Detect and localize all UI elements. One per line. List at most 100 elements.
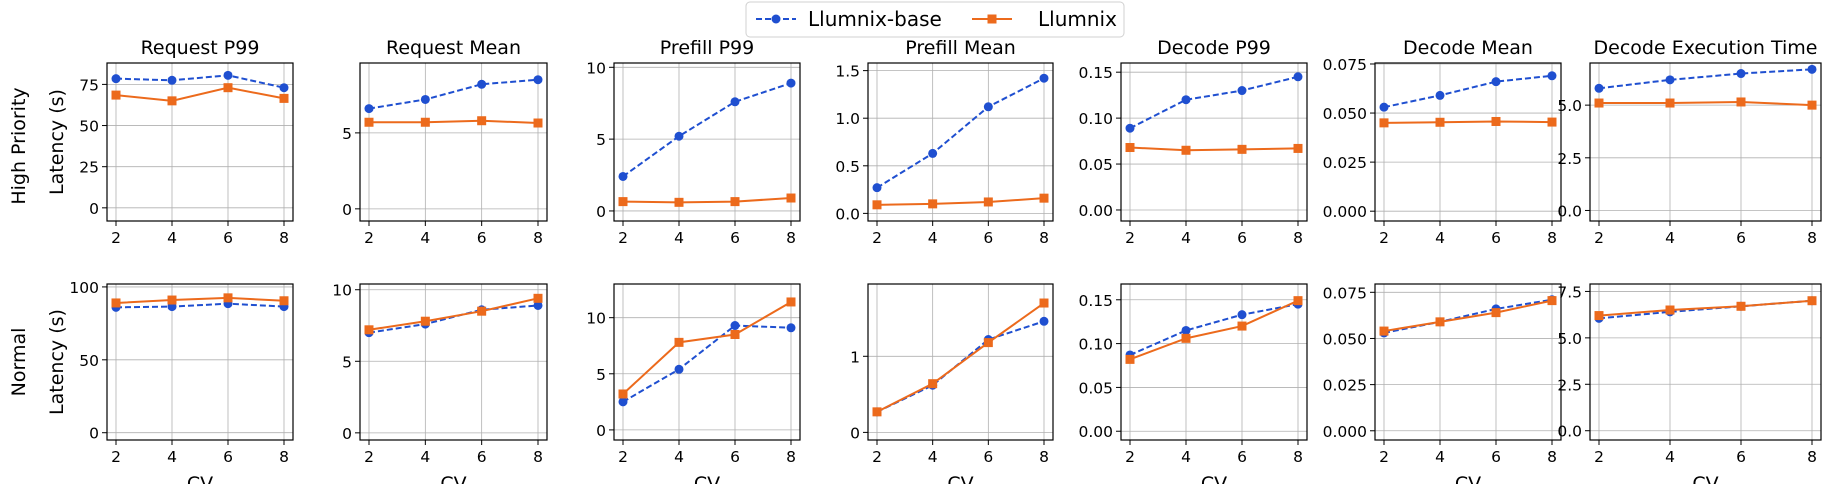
panel-r0c0: 0 25 50 75 2 4 6 8 Request P99 Latency (s) bbox=[46, 37, 294, 247]
x-tick-label: 6 bbox=[983, 448, 993, 466]
x-tick-label: 6 bbox=[1736, 229, 1746, 247]
panel-title: Decode Execution Time bbox=[1594, 37, 1818, 59]
data-point-llumnix bbox=[1379, 326, 1389, 336]
x-axis-label: CV bbox=[1692, 473, 1718, 484]
y-tick-label: 2.5 bbox=[1557, 150, 1582, 168]
y-tick-label: 0.15 bbox=[1078, 64, 1113, 82]
data-point-llumnix bbox=[1736, 97, 1746, 107]
data-point-llumnix bbox=[1293, 143, 1303, 153]
y-tick-label: 0.00 bbox=[1078, 423, 1113, 441]
data-point-llumnix-base bbox=[111, 74, 121, 84]
x-tick-label: 8 bbox=[1039, 448, 1049, 466]
data-point-llumnix-base bbox=[730, 97, 740, 107]
series-line-llumnix bbox=[876, 302, 1045, 413]
y-tick-label: 5 bbox=[596, 366, 606, 384]
x-tick-label: 6 bbox=[730, 229, 740, 247]
plot-frame bbox=[106, 62, 294, 222]
y-tick-label: 0.0 bbox=[835, 205, 860, 223]
data-point-llumnix bbox=[1807, 296, 1817, 306]
x-tick-label: 2 bbox=[872, 229, 882, 247]
legend-label-llumnix: Llumnix bbox=[1038, 7, 1117, 31]
y-tick-label: 5.0 bbox=[1557, 97, 1582, 115]
x-tick-label: 4 bbox=[1665, 448, 1675, 466]
x-tick-label: 4 bbox=[1665, 229, 1675, 247]
x-axis-label: CV bbox=[440, 473, 466, 484]
series-line-llumnix-base bbox=[115, 74, 285, 89]
panel-r1c5: 0.000 0.025 0.050 0.075 2 4 6 8 CV bbox=[1323, 283, 1562, 488]
x-tick-label: 4 bbox=[1181, 229, 1191, 247]
data-point-llumnix bbox=[1665, 98, 1675, 108]
y-tick-label: 5 bbox=[342, 353, 352, 371]
data-point-llumnix-base bbox=[674, 364, 684, 374]
y-tick-label: 0.10 bbox=[1078, 110, 1113, 128]
data-point-llumnix-base bbox=[167, 75, 177, 85]
data-point-llumnix bbox=[111, 90, 121, 100]
data-point-llumnix-base bbox=[364, 104, 374, 114]
x-axis-label: CV bbox=[947, 473, 973, 484]
data-point-llumnix bbox=[730, 330, 740, 340]
panel-title: Request Mean bbox=[386, 37, 521, 59]
series-line-llumnix bbox=[1383, 299, 1553, 333]
x-tick-label: 2 bbox=[1594, 448, 1604, 466]
x-tick-label: 4 bbox=[420, 448, 430, 466]
x-tick-label: 4 bbox=[1435, 448, 1445, 466]
series-line-llumnix bbox=[115, 86, 285, 102]
y-tick-label: 50 bbox=[79, 352, 99, 370]
legend-marker-llumnix bbox=[987, 14, 997, 24]
legend: Llumnix-base Llumnix bbox=[745, 1, 1125, 38]
data-point-llumnix-base bbox=[1665, 75, 1675, 85]
data-point-llumnix bbox=[1491, 116, 1501, 126]
x-tick-label: 2 bbox=[364, 448, 374, 466]
x-tick-label: 8 bbox=[786, 229, 796, 247]
panel-r0c5: 0.000 0.025 0.050 0.075 2 4 6 8 Decode Mean bbox=[1323, 37, 1562, 247]
legend-entry-llumnix-base: Llumnix-base bbox=[756, 7, 942, 31]
y-tick-label: 0.075 bbox=[1323, 56, 1367, 74]
plot-frame bbox=[359, 283, 548, 441]
series-line-llumnix bbox=[1599, 100, 1813, 107]
panel-r1c6: 0.0 2.5 5.0 7.5 2 4 6 8 CV bbox=[1557, 283, 1822, 488]
y-tick-label: 0.025 bbox=[1323, 377, 1367, 395]
x-tick-label: 4 bbox=[928, 229, 938, 247]
data-point-llumnix-base bbox=[1491, 77, 1501, 87]
data-point-llumnix-base bbox=[1547, 71, 1557, 81]
series-line-llumnix bbox=[115, 296, 285, 304]
data-point-llumnix bbox=[1435, 117, 1445, 127]
y-tick-label: 100 bbox=[69, 279, 99, 297]
series-line-llumnix-base bbox=[1383, 74, 1553, 109]
data-point-llumnix-base bbox=[983, 102, 993, 112]
x-tick-label: 2 bbox=[1379, 229, 1389, 247]
y-tick-label: 0 bbox=[850, 424, 860, 442]
series-line-llumnix bbox=[1598, 299, 1813, 317]
x-tick-label: 4 bbox=[674, 448, 684, 466]
y-tick-label: 5.0 bbox=[1557, 330, 1582, 348]
x-tick-label: 4 bbox=[1435, 229, 1445, 247]
data-point-llumnix bbox=[928, 379, 938, 389]
data-point-llumnix-base bbox=[928, 148, 938, 158]
row-label-normal: Normal bbox=[8, 328, 30, 397]
x-tick-label: 8 bbox=[1293, 448, 1303, 466]
y-axis-label: Latency (s) bbox=[46, 89, 68, 195]
data-point-llumnix bbox=[674, 197, 684, 207]
y-tick-label: 0 bbox=[596, 203, 606, 221]
plot-frame bbox=[359, 62, 548, 222]
series-line-llumnix-base bbox=[622, 82, 792, 178]
x-tick-label: 4 bbox=[674, 229, 684, 247]
plot-frame bbox=[613, 62, 801, 222]
data-point-llumnix bbox=[1125, 143, 1135, 153]
data-point-llumnix-base bbox=[279, 83, 289, 93]
panel-r1c0: 0 50 100 2 4 6 8 CV Latency (s) bbox=[46, 279, 294, 488]
y-tick-label: 0 bbox=[89, 425, 99, 443]
x-tick-label: 4 bbox=[420, 229, 430, 247]
y-tick-label: 10 bbox=[586, 59, 606, 77]
data-point-llumnix bbox=[1665, 305, 1675, 315]
series-line-llumnix-base bbox=[368, 304, 539, 334]
data-point-llumnix-base bbox=[1435, 90, 1445, 100]
x-tick-label: 2 bbox=[111, 448, 121, 466]
data-point-llumnix bbox=[618, 389, 628, 399]
y-tick-label: 50 bbox=[79, 118, 99, 136]
y-tick-label: 0.0 bbox=[1557, 423, 1582, 441]
series-line-llumnix bbox=[369, 119, 539, 125]
y-tick-label: 0 bbox=[596, 422, 606, 440]
data-point-llumnix bbox=[279, 93, 289, 103]
